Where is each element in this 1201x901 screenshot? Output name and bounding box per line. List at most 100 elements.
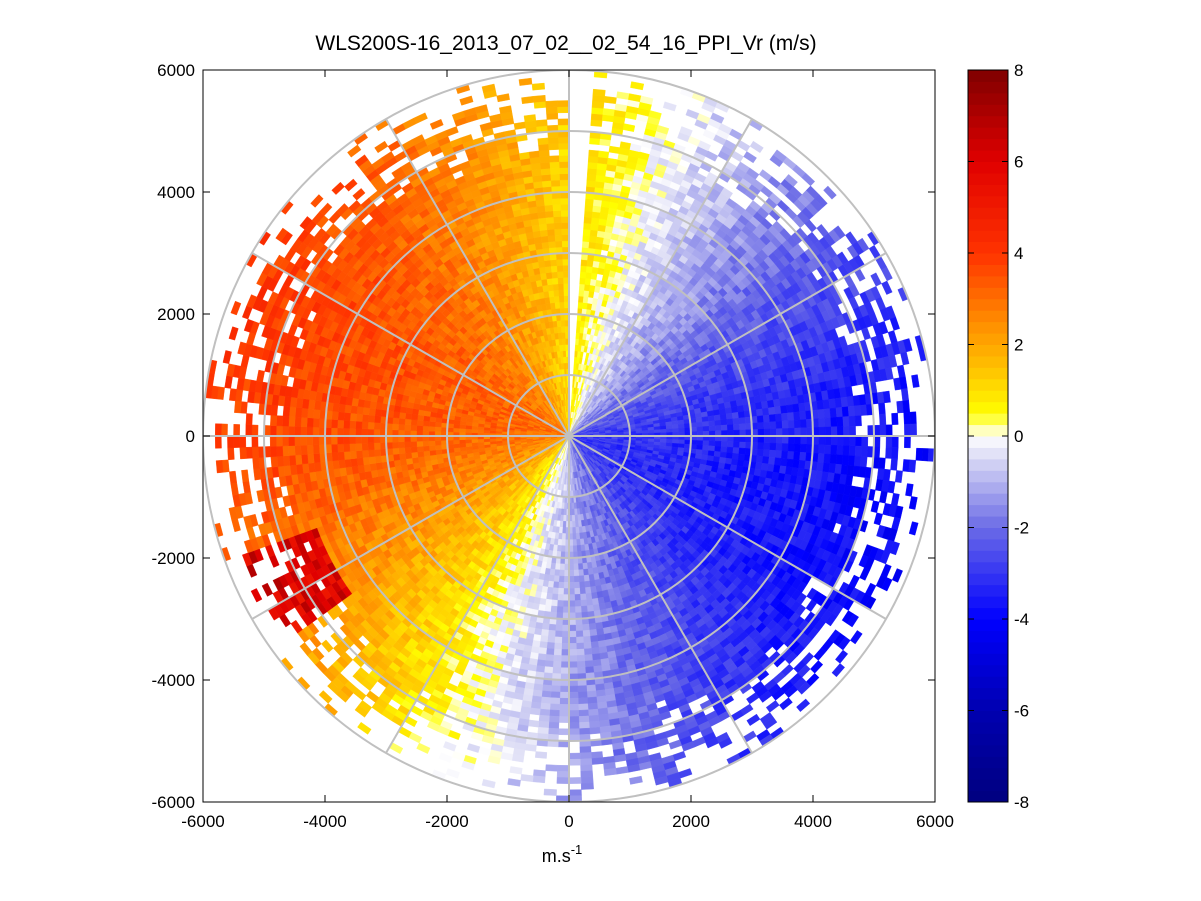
velocity-cell: [546, 586, 554, 594]
velocity-cell: [824, 426, 832, 437]
velocity-cell: [756, 415, 764, 424]
velocity-cell: [855, 435, 863, 447]
velocity-cell: [732, 417, 740, 425]
velocity-cell: [555, 624, 563, 632]
velocity-cell: [572, 539, 577, 546]
velocity-cell: [580, 758, 593, 766]
velocity-cell: [568, 685, 579, 693]
velocity-cell: [539, 635, 549, 643]
velocity-cell: [896, 400, 904, 414]
velocity-cell: [671, 424, 679, 429]
velocity-cell: [787, 451, 795, 460]
velocity-cell: [568, 722, 580, 730]
velocity-cell: [787, 420, 795, 429]
velocity-cell: [575, 624, 583, 632]
velocity-cell: [561, 630, 570, 638]
velocity-cell: [578, 581, 586, 589]
velocity-cell: [589, 579, 596, 588]
velocity-cell: [818, 435, 826, 446]
velocity-cell: [847, 455, 856, 467]
velocity-cell: [561, 533, 566, 540]
velocity-cell: [702, 440, 710, 447]
velocity-cell: [665, 424, 673, 430]
velocity-cell: [593, 199, 603, 207]
velocity-cell: [738, 447, 746, 455]
velocity-cell: [539, 641, 548, 649]
velocity-cell: [582, 228, 591, 237]
velocity-cell: [571, 502, 575, 510]
velocity-cell: [560, 545, 566, 553]
velocity-cell: [578, 721, 590, 729]
velocity-cell: [534, 751, 548, 759]
velocity-cell: [556, 600, 564, 607]
velocity-cell: [739, 423, 747, 431]
velocity-cell: [648, 110, 662, 120]
velocity-cell: [647, 429, 655, 434]
velocity-cell: [762, 449, 771, 458]
velocity-cell: [579, 271, 587, 279]
velocity-cell: [845, 385, 854, 398]
velocity-cell: [559, 691, 570, 699]
velocity-cell: [568, 716, 580, 723]
velocity-cell: [577, 563, 584, 571]
velocity-cell: [733, 441, 740, 449]
velocity-cell: [775, 413, 783, 422]
velocity-cell: [781, 443, 789, 452]
velocity-cell: [830, 444, 838, 455]
velocity-cell: [557, 587, 564, 595]
velocity-cell: [549, 709, 560, 717]
velocity-cell: [583, 222, 592, 230]
velocity-cell: [696, 421, 704, 428]
velocity-cell: [849, 435, 856, 447]
velocity-cell: [794, 435, 802, 445]
velocity-cell: [697, 140, 711, 152]
velocity-cell: [586, 174, 597, 182]
velocity-cell: [573, 563, 579, 571]
velocity-cell: [792, 459, 800, 469]
velocity-cell: [586, 180, 597, 188]
velocity-cell: [904, 435, 911, 449]
velocity-cell: [581, 623, 590, 631]
velocity-cell: [581, 241, 590, 249]
velocity-cell: [732, 447, 740, 455]
velocity-cell: [915, 447, 923, 461]
velocity-cell: [585, 592, 593, 601]
velocity-cell: [539, 708, 551, 717]
velocity-cell: [853, 405, 862, 417]
velocity-cell: [666, 439, 673, 444]
velocity-cell: [878, 457, 886, 470]
velocity-cell: [590, 223, 599, 231]
velocity-cell: [578, 283, 586, 291]
velocity-cell: [560, 667, 570, 675]
velocity-cell: [541, 623, 550, 631]
velocity-cell: [586, 684, 597, 692]
velocity-cell: [859, 404, 868, 416]
velocity-cell: [695, 417, 703, 423]
velocity-cell: [592, 205, 602, 213]
velocity-cell: [830, 417, 838, 428]
velocity-cell: [545, 648, 555, 656]
velocity-cell: [573, 581, 580, 589]
velocity-cell: [817, 453, 825, 464]
velocity-cell: [639, 95, 654, 105]
velocity-cell: [536, 659, 546, 667]
velocity-cell: [786, 404, 794, 414]
velocity-cell: [710, 112, 725, 124]
velocity-cell: [762, 407, 770, 416]
velocity-cell: [576, 667, 586, 674]
velocity-cell: [769, 435, 777, 444]
velocity-cell: [568, 758, 581, 766]
velocity-cell: [590, 591, 598, 600]
velocity-cell: [823, 408, 831, 419]
velocity-cell: [835, 454, 844, 465]
velocity-cell: [553, 648, 562, 656]
velocity-cell: [823, 453, 831, 464]
velocity-cell: [554, 630, 563, 638]
velocity-cell: [589, 635, 599, 643]
velocity-cell: [545, 592, 553, 601]
velocity-cell: [584, 654, 593, 662]
velocity-cell: [800, 419, 807, 429]
velocity-cell: [763, 435, 771, 444]
velocity-cell: [576, 642, 585, 650]
velocity-cell: [776, 428, 783, 437]
